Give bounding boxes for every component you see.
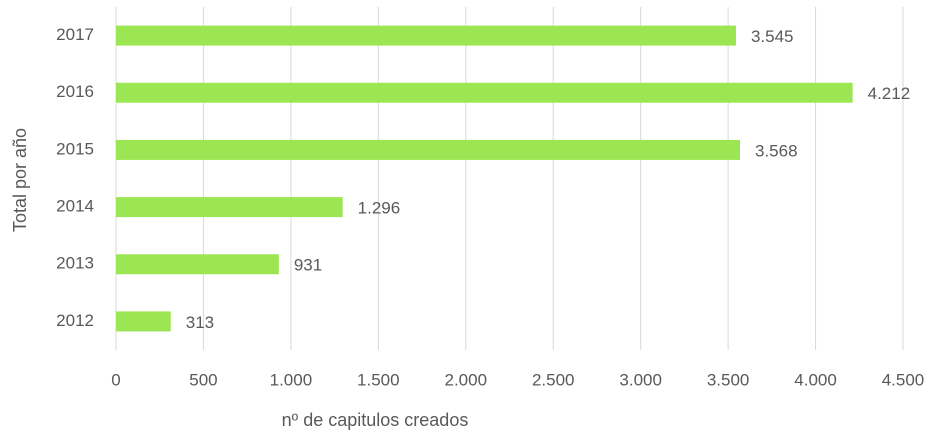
y-tick-label: 2017: [56, 25, 94, 44]
bar: [116, 197, 343, 218]
bar: [116, 82, 853, 103]
data-label: 1.296: [358, 199, 401, 218]
data-label: 3.568: [755, 141, 798, 160]
x-tick-label: 1.500: [357, 370, 400, 389]
data-label: 313: [186, 313, 214, 332]
x-tick-label: 4.500: [882, 370, 925, 389]
y-tick-label: 2012: [56, 311, 94, 330]
x-tick-label: 3.000: [619, 370, 662, 389]
x-tick-label: 2.000: [445, 370, 488, 389]
x-tick-label: 2.500: [532, 370, 575, 389]
y-tick-label: 2014: [56, 197, 94, 216]
x-tick-label: 0: [111, 370, 120, 389]
y-tick-label: 2016: [56, 82, 94, 101]
x-axis-title: nº de capitulos creados: [282, 410, 469, 430]
bar: [116, 254, 279, 275]
y-axis-title: Total por año: [10, 128, 30, 232]
x-tick-label: 4.000: [794, 370, 837, 389]
data-label: 3.545: [751, 27, 794, 46]
data-label: 4.212: [868, 84, 911, 103]
y-tick-label: 2015: [56, 139, 94, 158]
bar: [116, 25, 736, 46]
bar: [116, 139, 741, 160]
y-tick-label: 2013: [56, 254, 94, 273]
x-tick-label: 1.000: [270, 370, 313, 389]
bar: [116, 311, 171, 332]
x-tick-label: 500: [189, 370, 217, 389]
x-tick-label: 3.500: [707, 370, 750, 389]
data-label: 931: [294, 256, 322, 275]
